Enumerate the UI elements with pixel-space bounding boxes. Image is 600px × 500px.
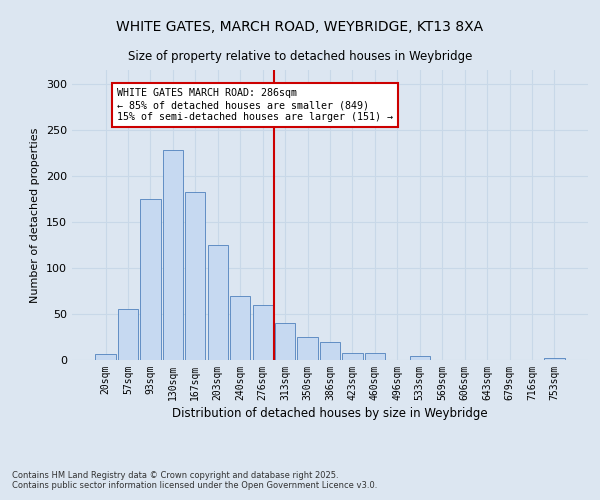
Bar — [185, 192, 205, 360]
Bar — [544, 358, 565, 360]
Text: Size of property relative to detached houses in Weybridge: Size of property relative to detached ho… — [128, 50, 472, 63]
Bar — [230, 296, 250, 360]
Bar — [208, 245, 228, 360]
Bar — [118, 310, 138, 360]
Bar — [140, 199, 161, 360]
Bar — [95, 354, 116, 360]
Bar — [298, 337, 317, 360]
Bar — [365, 352, 385, 360]
Text: Contains HM Land Registry data © Crown copyright and database right 2025.
Contai: Contains HM Land Registry data © Crown c… — [12, 470, 377, 490]
Text: WHITE GATES, MARCH ROAD, WEYBRIDGE, KT13 8XA: WHITE GATES, MARCH ROAD, WEYBRIDGE, KT13… — [116, 20, 484, 34]
Text: WHITE GATES MARCH ROAD: 286sqm
← 85% of detached houses are smaller (849)
15% of: WHITE GATES MARCH ROAD: 286sqm ← 85% of … — [117, 88, 393, 122]
Bar — [320, 342, 340, 360]
Bar — [163, 150, 183, 360]
Bar — [253, 305, 273, 360]
Bar — [275, 323, 295, 360]
Bar — [343, 352, 362, 360]
Y-axis label: Number of detached properties: Number of detached properties — [31, 128, 40, 302]
Bar — [410, 356, 430, 360]
X-axis label: Distribution of detached houses by size in Weybridge: Distribution of detached houses by size … — [172, 407, 488, 420]
